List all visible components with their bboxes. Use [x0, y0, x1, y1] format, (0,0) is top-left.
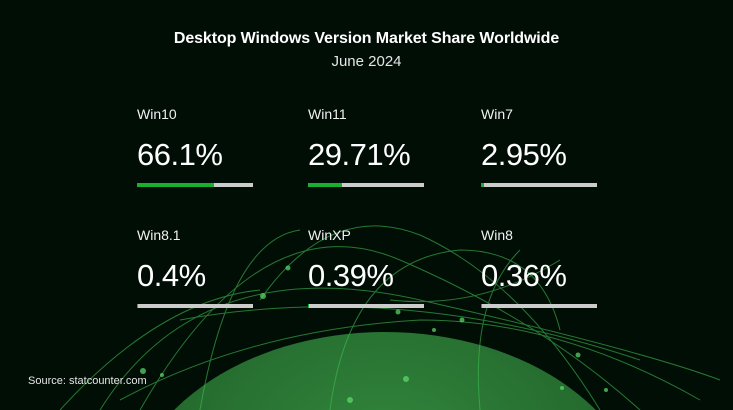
stat-label: Win11 — [308, 106, 347, 122]
stat-label: Win8 — [481, 227, 513, 243]
progress-bar — [137, 183, 253, 187]
stat-value: 2.95% — [481, 137, 567, 172]
stat-card-win8: Win8 0.36% — [481, 227, 597, 308]
stat-value: 0.39% — [308, 258, 394, 293]
stat-card-winxp: WinXP 0.39% — [308, 227, 424, 308]
progress-bar — [308, 304, 424, 308]
progress-fill — [137, 304, 139, 308]
progress-fill — [481, 183, 485, 187]
chart-title: Desktop Windows Version Market Share Wor… — [173, 30, 560, 47]
stat-label: Win8.1 — [137, 227, 181, 243]
stat-value: 0.4% — [137, 258, 206, 293]
stat-label: Win7 — [481, 106, 513, 122]
stat-card-win11: Win11 29.71% — [308, 106, 424, 187]
stat-label: WinXP — [308, 227, 351, 243]
progress-bar — [481, 304, 597, 308]
stat-value: 29.71% — [308, 137, 411, 172]
progress-bar — [481, 183, 597, 187]
stat-value: 66.1% — [137, 137, 223, 172]
chart-subtitle: June 2024 — [331, 53, 402, 70]
stat-card-win8-1: Win8.1 0.4% — [137, 227, 253, 308]
progress-bar — [308, 183, 424, 187]
stat-card-win7: Win7 2.95% — [481, 106, 597, 187]
progress-fill — [137, 183, 214, 187]
progress-fill — [308, 183, 343, 187]
stat-label: Win10 — [137, 106, 177, 122]
progress-fill — [308, 304, 310, 308]
source-note: Source: statcounter.com — [28, 375, 147, 387]
progress-fill — [481, 304, 483, 308]
stat-value: 0.36% — [481, 258, 567, 293]
stat-card-win10: Win10 66.1% — [137, 106, 253, 187]
progress-bar — [137, 304, 253, 308]
